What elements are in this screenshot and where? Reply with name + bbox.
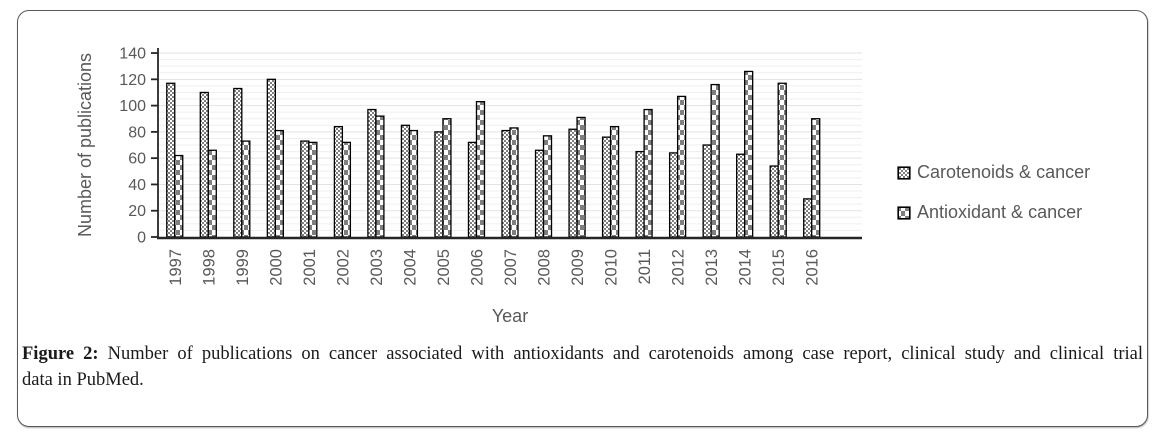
bar-2012-carotenoids: [668, 152, 679, 238]
bar-1999-antioxidant: [241, 140, 251, 238]
bar-2011-antioxidant: [643, 108, 653, 238]
bar-2007-carotenoids: [501, 129, 511, 238]
x-category-label: 2007: [502, 249, 520, 286]
y-tick-label: 0: [137, 230, 146, 247]
caption-figure-label: Figure 2:: [22, 344, 99, 364]
bar-2008-carotenoids: [534, 149, 545, 238]
bar-2009-antioxidant: [576, 116, 586, 238]
x-category-label: 2001: [301, 249, 319, 286]
bar-2008-antioxidant: [542, 135, 553, 238]
bar-1998-carotenoids: [199, 91, 209, 238]
chart-canvas: 0 20 40 60 80 100 120 140 1997 1998 1999 2000 2001 20…: [119, 46, 862, 286]
bar-2015-carotenoids: [769, 165, 779, 238]
bar-2000-carotenoids: [266, 78, 276, 238]
carotenoids-pattern-swatch: [897, 165, 911, 180]
x-category-label: 2002: [334, 249, 352, 286]
y-tick-label: 120: [119, 72, 146, 89]
bar-2004-antioxidant: [408, 129, 419, 238]
bar-2013-antioxidant: [710, 83, 720, 238]
x-category-label: 2000: [267, 249, 285, 286]
x-category-label: 1998: [200, 249, 218, 286]
bar-2015-antioxidant: [777, 82, 787, 238]
caption-text-1: Number of publications on cancer associa…: [107, 344, 1144, 364]
x-category-label: 2009: [569, 249, 587, 286]
legend-item-carotenoids: Carotenoids & cancer: [897, 162, 1090, 183]
bar-2010-antioxidant: [609, 125, 620, 238]
legend-label-carotenoids: Carotenoids & cancer: [917, 162, 1091, 182]
bar-2004-carotenoids: [400, 124, 411, 238]
bar-2016-antioxidant: [811, 118, 821, 238]
bar-2010-carotenoids: [601, 136, 612, 238]
legend-item-antioxidant: Antioxidant & cancer: [897, 202, 1090, 223]
bar-1999-carotenoids: [233, 87, 243, 238]
x-category-label: 2003: [368, 249, 386, 286]
x-category-label: 2005: [435, 249, 453, 286]
chart-legend: Carotenoids & cancer Antioxidant & cance…: [897, 162, 1090, 223]
bar-2006-carotenoids: [467, 141, 478, 238]
bar-1998-antioxidant: [207, 149, 217, 238]
x-category-label: 2011: [636, 249, 654, 284]
x-category-label: 2010: [603, 249, 621, 286]
y-tick-label: 80: [128, 124, 146, 141]
x-category-label: 2015: [770, 249, 788, 286]
bar-2002-carotenoids: [333, 125, 344, 238]
x-category-label: 1999: [234, 249, 252, 286]
bar-2014-carotenoids: [736, 153, 746, 238]
caption-line-1: Figure 2: Number of publications on canc…: [22, 342, 1143, 368]
y-tick-label: 40: [128, 177, 146, 194]
bar-2005-carotenoids: [434, 131, 444, 238]
bar-2011-carotenoids: [635, 150, 645, 238]
x-category-label: 2006: [468, 249, 486, 286]
bar-2012-antioxidant: [676, 95, 687, 238]
bar-2016-carotenoids: [803, 198, 813, 238]
antioxidant-pattern-swatch: [897, 205, 911, 220]
bar-2003-antioxidant: [375, 115, 385, 238]
y-tick-label: 140: [119, 46, 146, 63]
x-axis-title: Year: [492, 306, 528, 326]
y-tick-label: 60: [128, 151, 146, 168]
bar-2007-antioxidant: [509, 127, 519, 238]
x-category-label: 2014: [737, 249, 755, 286]
y-tick-label: 100: [119, 98, 146, 115]
bar-2006-antioxidant: [475, 101, 486, 238]
x-category-label: 2012: [670, 249, 688, 286]
bar-2005-antioxidant: [442, 118, 452, 238]
bar-1997-antioxidant: [174, 154, 184, 238]
figure-caption: Figure 2: Number of publications on canc…: [22, 342, 1143, 393]
y-axis-title: Number of publications: [75, 53, 95, 237]
x-category-label: 2004: [401, 249, 419, 286]
x-category-label: 2013: [703, 249, 721, 286]
bar-2002-antioxidant: [341, 141, 352, 238]
legend-label-antioxidant: Antioxidant & cancer: [917, 202, 1083, 222]
bar-2009-carotenoids: [568, 128, 578, 238]
x-category-label: 2008: [536, 249, 554, 286]
x-category-label: 2016: [804, 249, 822, 286]
bar-2000-antioxidant: [274, 129, 284, 238]
x-category-label: 1997: [167, 249, 185, 286]
bar-2014-antioxidant: [744, 70, 754, 238]
bar-2001-carotenoids: [300, 140, 310, 238]
bar-2013-carotenoids: [702, 144, 712, 238]
y-tick-label: 20: [128, 203, 146, 220]
bar-2001-antioxidant: [308, 141, 318, 238]
bar-1997-carotenoids: [166, 82, 176, 238]
bar-2003-carotenoids: [367, 108, 377, 238]
caption-line-2: data in PubMed.: [22, 369, 144, 390]
